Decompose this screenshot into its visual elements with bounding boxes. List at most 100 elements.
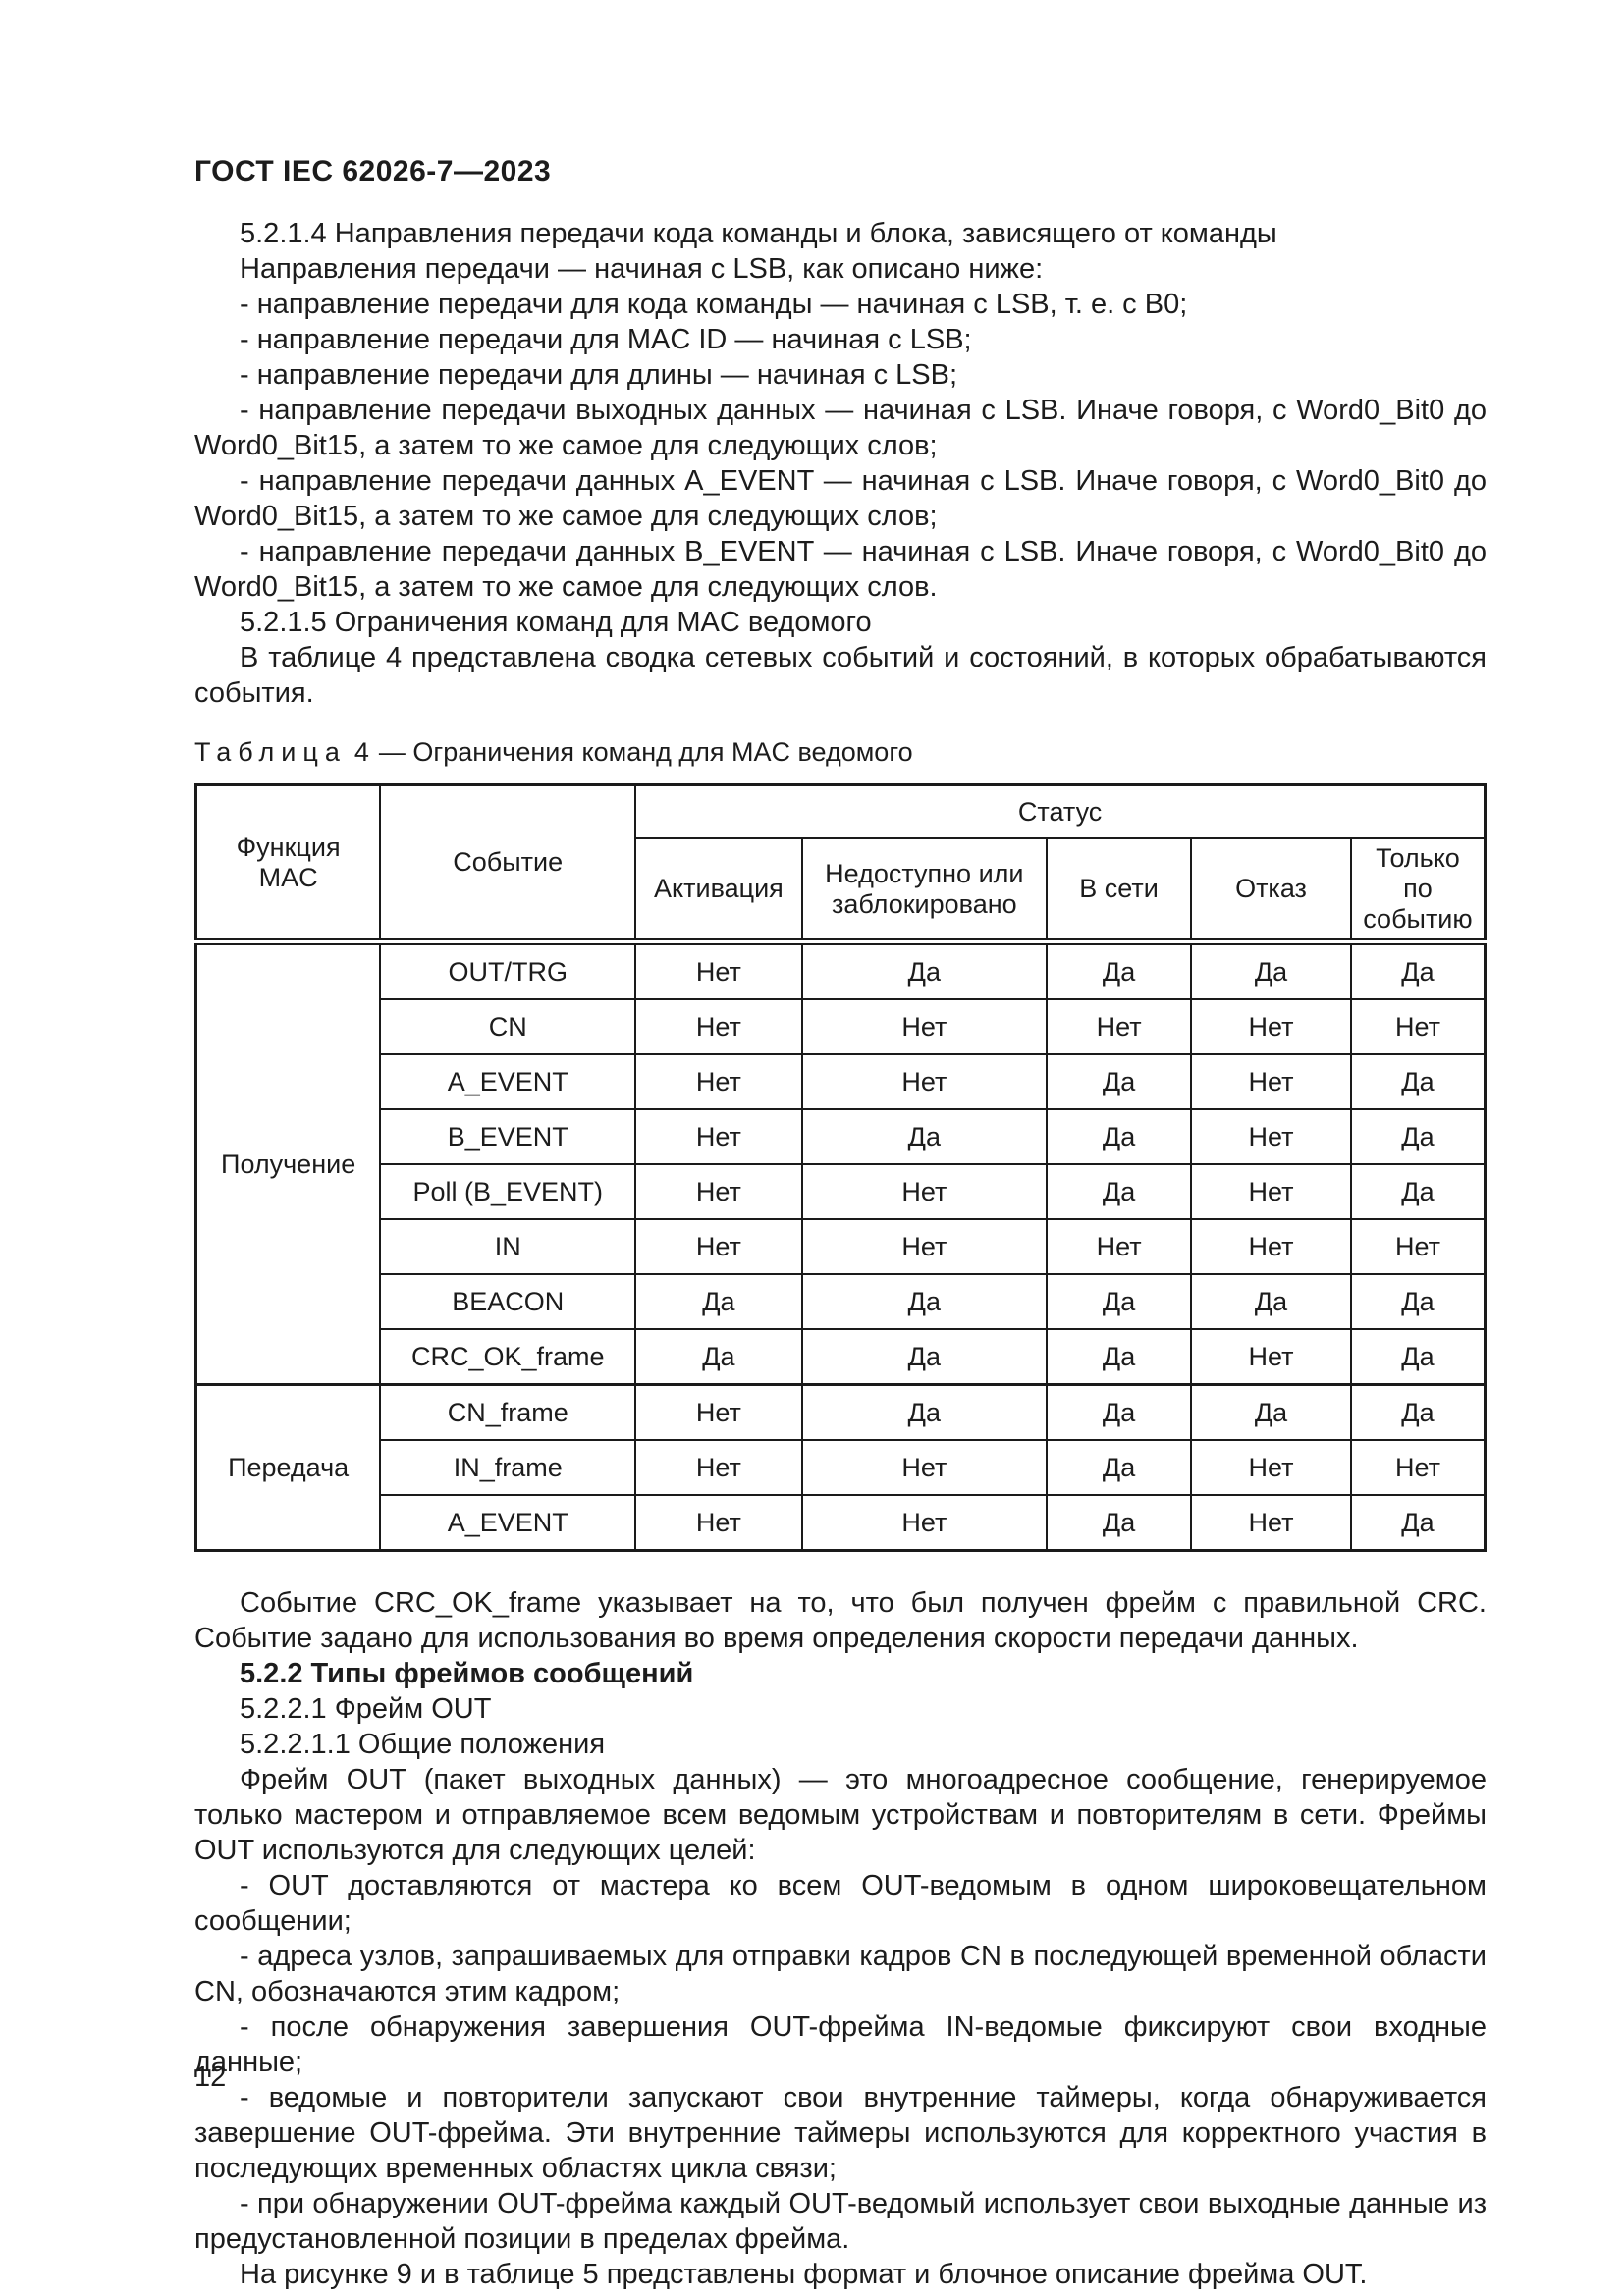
status-value-cell: Нет: [634, 1108, 803, 1165]
col-header-unavailable: Недоступно или заблокировано: [800, 837, 1049, 945]
status-value-cell: Нет: [634, 940, 803, 1000]
paragraph: На рисунке 9 и в таблице 5 представлены …: [240, 2259, 1368, 2290]
status-value-cell: Да: [1349, 1383, 1487, 1441]
table-caption-title: Ограничения команд для MAC ведомого: [412, 737, 913, 767]
status-value-cell: Да: [1349, 1163, 1487, 1220]
table-caption-label: Таблица: [194, 737, 347, 767]
mac-function-cell: Получение: [194, 940, 382, 1386]
event-cell: Poll (B_EVENT): [379, 1163, 637, 1220]
status-value-cell: Нет: [1046, 1218, 1193, 1275]
table-row: BEACON Да Да Да Да Да: [196, 1273, 1487, 1330]
status-value-cell: Да: [1046, 1163, 1193, 1220]
col-header-activation: Активация: [634, 837, 803, 945]
table-row: A_EVENT Нет Нет Да Нет Да: [196, 1494, 1487, 1552]
status-value-cell: Нет: [634, 1439, 803, 1496]
status-value-cell: Да: [800, 940, 1049, 1000]
status-value-cell: Да: [1190, 1273, 1352, 1330]
paragraph: - направление передачи данных A_EVENT — …: [194, 465, 1487, 532]
paragraph: Фрейм OUT (пакет выходных данных) — это …: [194, 1764, 1487, 1866]
paragraph: 5.2.2.1.1 Общие положения: [240, 1729, 606, 1760]
status-value-cell: Нет: [1349, 1218, 1487, 1275]
event-cell: IN_frame: [379, 1439, 637, 1496]
status-value-cell: Нет: [1190, 1218, 1352, 1275]
status-value-cell: Нет: [1190, 1163, 1352, 1220]
paragraph: - направление передачи для длины — начин…: [240, 359, 958, 391]
event-cell: CN_frame: [379, 1383, 637, 1441]
status-value-cell: Да: [1349, 940, 1487, 1000]
table-4-mac-command-restrictions: Функция MAC Событие Статус Активация Нед…: [194, 783, 1487, 1552]
status-value-cell: Нет: [634, 1163, 803, 1220]
event-cell: A_EVENT: [379, 1053, 637, 1110]
event-cell: CN: [379, 998, 637, 1055]
status-value-cell: Да: [1349, 1494, 1487, 1552]
page-content: ГОСТ IEC 62026-7—2023 5.2.1.4 Направлени…: [194, 155, 1487, 2292]
paragraph: - ведомые и повторители запускают свои в…: [194, 2082, 1487, 2184]
status-value-cell: Да: [1349, 1273, 1487, 1330]
section-after-table: Событие CRC_OK_frame указывает на то, чт…: [194, 1585, 1487, 2292]
table-row: Получение OUT/TRG Нет Да Да Да Да: [194, 940, 1487, 1386]
status-value-cell: Да: [1046, 1273, 1193, 1330]
event-cell: OUT/TRG: [379, 940, 637, 1000]
status-value-cell: Да: [1046, 1108, 1193, 1165]
paragraph: - направление передачи данных B_EVENT — …: [194, 536, 1487, 603]
status-value-cell: Да: [1046, 1439, 1193, 1496]
paragraph: В таблице 4 представлена сводка сетевых …: [194, 642, 1487, 709]
page-number: 12: [194, 2061, 227, 2093]
paragraph: - после обнаружения завершения OUT-фрейм…: [194, 2011, 1487, 2078]
status-value-cell: Да: [800, 1108, 1049, 1165]
status-value-cell: Да: [1046, 1328, 1193, 1386]
document-header: ГОСТ IEC 62026-7—2023: [194, 155, 552, 187]
status-value-cell: Нет: [1190, 1108, 1352, 1165]
status-value-cell: Да: [800, 1273, 1049, 1330]
table-header-row-2: Активация Недоступно или заблокировано В…: [196, 837, 1487, 945]
table-head: Функция MAC Событие Статус Активация Нед…: [194, 783, 1487, 945]
paragraph: - при обнаружении OUT-фрейма каждый OUT-…: [194, 2188, 1487, 2255]
table-caption-dash: —: [378, 737, 406, 767]
status-value-cell: Нет: [634, 1218, 803, 1275]
table-row: IN_frame Нет Нет Да Нет Нет: [196, 1439, 1487, 1496]
table-row: B_EVENT Нет Да Да Нет Да: [196, 1108, 1487, 1165]
table-caption: Таблица 4 — Ограничения команд для MAC вед…: [194, 736, 1487, 768]
section-before-table: 5.2.1.4 Направления передачи кода команд…: [194, 216, 1487, 711]
status-value-cell: Нет: [800, 1218, 1049, 1275]
status-value-cell: Нет: [800, 1053, 1049, 1110]
status-value-cell: Нет: [1190, 998, 1352, 1055]
paragraph: 5.2.1.5 Ограничения команд для MAC ведом…: [240, 607, 872, 638]
status-value-cell: Да: [1046, 940, 1193, 1000]
col-header-online: В сети: [1046, 837, 1193, 945]
event-cell: CRC_OK_frame: [379, 1328, 637, 1386]
table-row: CRC_OK_frame Да Да Да Нет Да: [196, 1328, 1487, 1386]
status-value-cell: Нет: [800, 1494, 1049, 1552]
status-value-cell: Нет: [634, 1053, 803, 1110]
status-value-cell: Нет: [800, 1163, 1049, 1220]
paragraph: 5.2.2.1 Фрейм OUT: [240, 1693, 492, 1725]
status-value-cell: Нет: [634, 1494, 803, 1552]
table-caption-number: 4: [353, 737, 369, 767]
mac-function-cell: Передача: [194, 1383, 382, 1552]
table-row: A_EVENT Нет Нет Да Нет Да: [196, 1053, 1487, 1110]
status-value-cell: Да: [1190, 1383, 1352, 1441]
status-value-cell: Да: [1046, 1053, 1193, 1110]
paragraph: 5.2.1.4 Направления передачи кода команд…: [240, 218, 1277, 249]
status-value-cell: Да: [634, 1328, 803, 1386]
event-cell: A_EVENT: [379, 1494, 637, 1552]
status-value-cell: Да: [1349, 1053, 1487, 1110]
table-row: Передача CN_frame Нет Да Да Да Да: [194, 1383, 1487, 1552]
status-value-cell: Нет: [800, 1439, 1049, 1496]
paragraph: Событие CRC_OK_frame указывает на то, чт…: [194, 1587, 1487, 1654]
event-cell: B_EVENT: [379, 1108, 637, 1165]
status-value-cell: Да: [1349, 1328, 1487, 1386]
status-value-cell: Да: [1046, 1494, 1193, 1552]
event-cell: IN: [379, 1218, 637, 1275]
paragraph: - направление передачи выходных данных —…: [194, 395, 1487, 461]
table-header-row-1: Функция MAC Событие Статус: [194, 783, 1487, 945]
paragraph: - направление передачи для кода команды …: [240, 289, 1188, 320]
status-value-cell: Да: [634, 1273, 803, 1330]
status-value-cell: Да: [1349, 1108, 1487, 1165]
col-header-status-group: Статус: [634, 783, 1487, 839]
col-header-event-only: Только по событию: [1349, 837, 1487, 945]
status-value-cell: Да: [1046, 1383, 1193, 1441]
col-header-event: Событие: [379, 783, 637, 945]
status-value-cell: Да: [800, 1328, 1049, 1386]
